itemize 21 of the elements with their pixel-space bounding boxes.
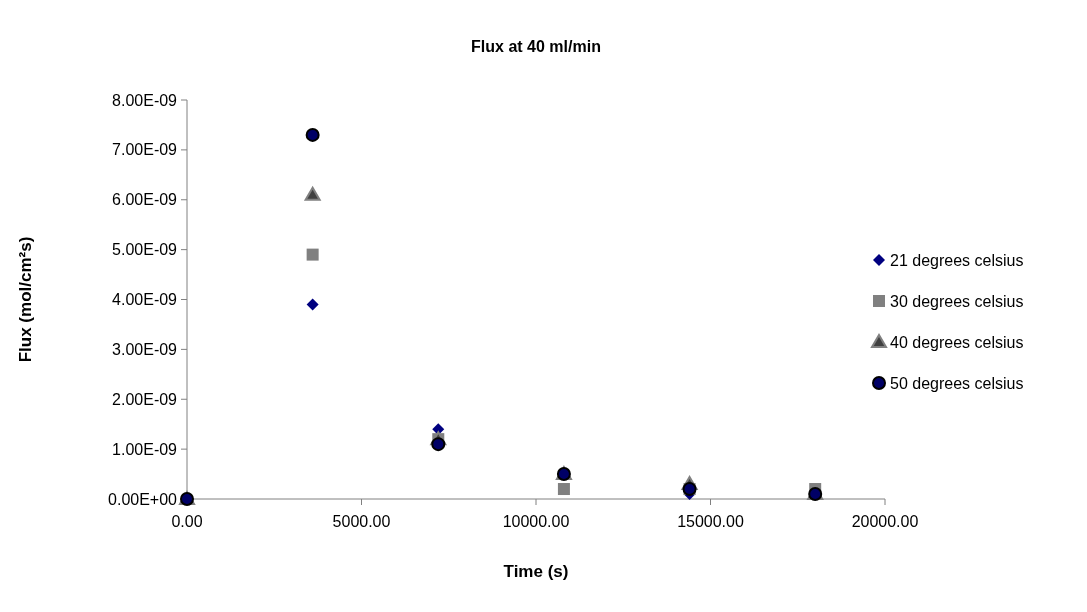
y-tick-label: 0.00E+00 (108, 490, 178, 508)
y-tick-label: 6.00E-09 (112, 191, 178, 209)
chart-title: Flux at 40 ml/min (471, 38, 601, 55)
legend-label: 21 degrees celsius (890, 251, 1024, 269)
y-tick-label: 4.00E-09 (112, 291, 178, 309)
y-tick-label: 3.00E-09 (112, 340, 178, 358)
legend-label: 50 degrees celsius (890, 374, 1024, 392)
y-axis-title: Flux (mol/cm²s) (16, 236, 35, 363)
legend-label: 30 degrees celsius (890, 292, 1024, 310)
y-tick-label: 7.00E-09 (112, 141, 178, 159)
x-tick-label: 10000.00 (502, 513, 570, 530)
x-axis-title: Time (s) (503, 562, 569, 581)
y-tick-label: 2.00E-09 (112, 390, 178, 408)
legend-label: 40 degrees celsius (890, 333, 1024, 351)
x-tick-label: 20000.00 (851, 513, 919, 530)
x-tick-label: 5000.00 (332, 513, 391, 530)
y-tick-label: 5.00E-09 (112, 241, 178, 259)
x-tick-label: 0.00 (171, 513, 203, 530)
x-tick-label: 15000.00 (677, 513, 744, 530)
y-tick-label: 8.00E-09 (112, 91, 178, 109)
y-tick-label: 1.00E-09 (112, 440, 178, 458)
